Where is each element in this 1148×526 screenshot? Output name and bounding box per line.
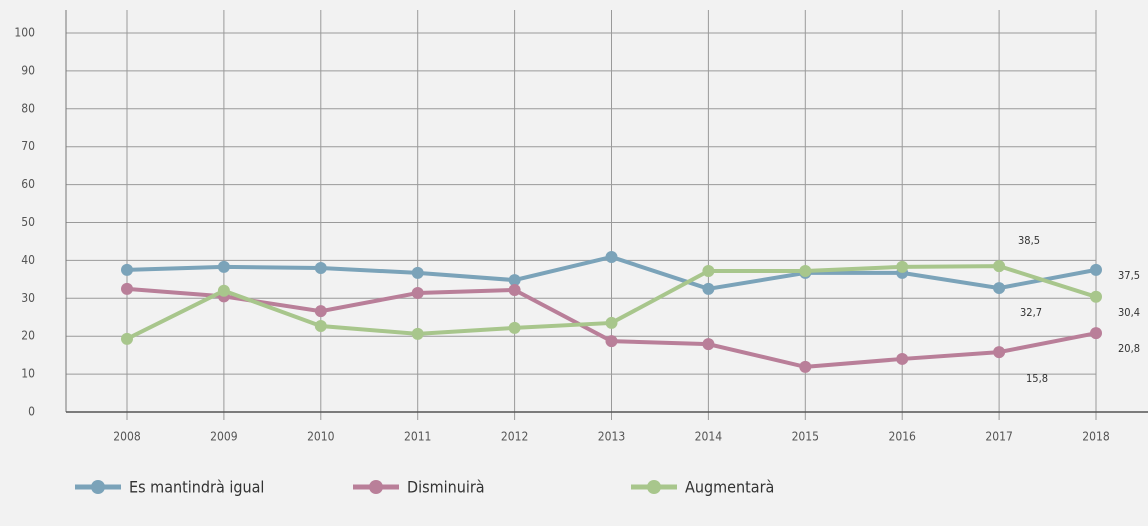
y-tick-label: 20 xyxy=(21,329,35,343)
point xyxy=(799,360,812,373)
x-tick-label: 2010 xyxy=(307,430,335,444)
legend-dot xyxy=(369,480,383,494)
data-label: 15,8 xyxy=(1026,372,1048,385)
data-label: 38,5 xyxy=(1018,234,1040,247)
point xyxy=(896,352,909,365)
data-label: 32,7 xyxy=(1020,306,1042,319)
point xyxy=(896,260,909,273)
x-tick-label: 2018 xyxy=(1082,430,1110,444)
point xyxy=(121,263,133,276)
point xyxy=(508,283,521,296)
point xyxy=(314,261,327,274)
legend-label: Es mantindrà igual xyxy=(129,478,264,497)
point xyxy=(993,346,1006,359)
x-tick-label: 2015 xyxy=(792,430,819,444)
point xyxy=(217,260,230,273)
y-tick-label: 10 xyxy=(21,367,35,381)
point xyxy=(121,282,133,295)
point xyxy=(411,266,424,279)
point xyxy=(702,282,715,295)
point xyxy=(1090,263,1102,276)
y-tick-label: 90 xyxy=(21,63,35,77)
x-tick-label: 2016 xyxy=(888,430,916,444)
point xyxy=(217,284,230,297)
point xyxy=(314,305,327,318)
y-tick-label: 0 xyxy=(28,405,35,419)
point xyxy=(1090,327,1102,340)
point xyxy=(411,327,424,340)
x-tick-label: 2009 xyxy=(210,430,238,444)
point xyxy=(605,335,618,348)
y-tick-label: 70 xyxy=(21,139,35,153)
point xyxy=(508,321,521,334)
point xyxy=(411,286,424,299)
point xyxy=(314,319,327,332)
point xyxy=(799,265,812,278)
x-tick-label: 2017 xyxy=(985,430,1012,444)
point xyxy=(702,338,715,351)
point xyxy=(605,250,618,263)
x-tick-label: 2008 xyxy=(113,430,141,444)
point xyxy=(993,260,1006,273)
point xyxy=(1090,290,1102,303)
y-tick-label: 50 xyxy=(21,215,35,229)
x-tick-label: 2012 xyxy=(501,430,528,444)
point xyxy=(702,265,715,278)
x-tick-label: 2011 xyxy=(404,430,431,444)
data-label: 20,8 xyxy=(1118,342,1140,355)
legend-label: Disminuirà xyxy=(407,478,485,497)
data-label: 30,4 xyxy=(1118,306,1140,319)
y-tick-label: 30 xyxy=(21,291,35,305)
point xyxy=(508,274,521,287)
point xyxy=(121,332,133,345)
x-tick-label: 2014 xyxy=(695,430,723,444)
legend-dot xyxy=(647,480,661,494)
legend-dot xyxy=(91,480,105,494)
legend-label: Augmentarà xyxy=(685,478,774,497)
y-tick-label: 80 xyxy=(21,101,35,115)
y-tick-label: 60 xyxy=(21,177,35,191)
x-tick-label: 2013 xyxy=(598,430,625,444)
data-label: 37,5 xyxy=(1118,269,1140,282)
y-tick-label: 100 xyxy=(14,26,35,40)
y-tick-label: 40 xyxy=(21,253,35,267)
point xyxy=(605,316,618,329)
point xyxy=(993,282,1006,295)
